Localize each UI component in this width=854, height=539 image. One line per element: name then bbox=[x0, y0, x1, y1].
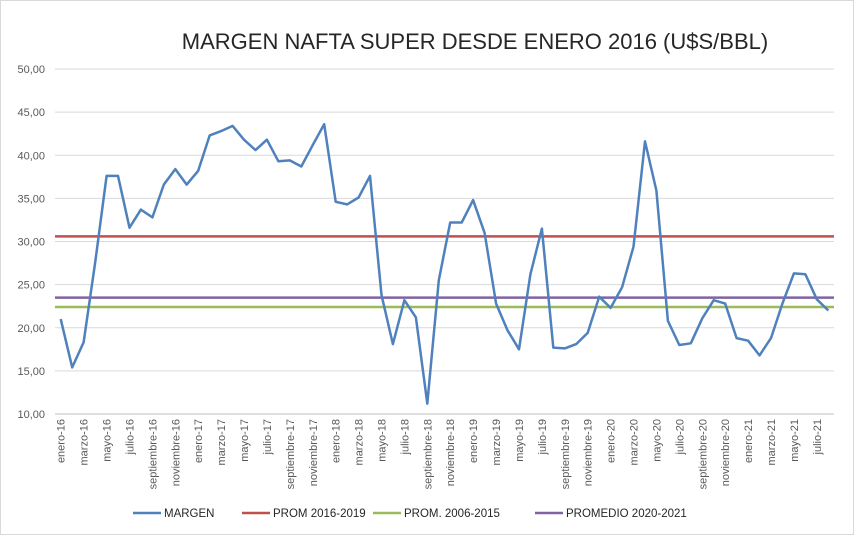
x-tick-label: septiembre-16 bbox=[147, 419, 159, 489]
series-line-margen bbox=[59, 122, 830, 405]
x-tick-label: noviembre-18 bbox=[445, 419, 457, 486]
y-tick-label: 25,00 bbox=[17, 280, 45, 292]
x-tick-label: noviembre-17 bbox=[308, 419, 320, 486]
x-tick-label: julio-16 bbox=[124, 419, 136, 455]
y-tick-label: 40,00 bbox=[17, 150, 45, 162]
x-tick-label: julio-19 bbox=[537, 419, 549, 455]
x-tick-label: septiembre-17 bbox=[285, 419, 297, 489]
x-tick-label: marzo-20 bbox=[629, 419, 641, 465]
x-tick-label: marzo-17 bbox=[216, 419, 228, 465]
x-tick-label: noviembre-19 bbox=[583, 419, 595, 486]
x-tick-label: julio-20 bbox=[674, 419, 686, 455]
y-tick-label: 50,00 bbox=[17, 64, 45, 76]
x-tick-label: enero-17 bbox=[193, 419, 205, 463]
x-tick-label: julio-18 bbox=[399, 419, 411, 455]
x-tick-label: septiembre-19 bbox=[560, 419, 572, 489]
y-tick-label: 15,00 bbox=[17, 366, 45, 378]
y-axis: 10,00 15,00 20,00 25,00 30,00 35,00 40,00 45,00… bbox=[17, 64, 45, 421]
x-tick-label: marzo-19 bbox=[491, 419, 503, 465]
x-tick-label: enero-18 bbox=[331, 419, 343, 463]
y-tick-label: 30,00 bbox=[17, 237, 45, 249]
x-tick-label: mayo-20 bbox=[651, 419, 663, 462]
x-tick-label: julio-21 bbox=[812, 419, 824, 455]
x-tick-label: enero-19 bbox=[468, 419, 480, 463]
x-tick-label: marzo-16 bbox=[79, 419, 91, 465]
x-tick-label: mayo-17 bbox=[239, 419, 251, 462]
y-tick-label: 20,00 bbox=[17, 323, 45, 335]
legend-label: PROM 2016-2019 bbox=[273, 508, 366, 520]
x-tick-label: enero-16 bbox=[56, 419, 68, 463]
x-tick-label: enero-20 bbox=[606, 419, 618, 463]
legend: MARGEN PROM 2016-2019 PROM. 2006-2015 PROME… bbox=[133, 508, 687, 520]
legend-label: PROM. 2006-2015 bbox=[404, 508, 500, 520]
y-tick-label: 45,00 bbox=[17, 107, 45, 119]
x-tick-label: enero-21 bbox=[743, 419, 755, 463]
gridlines bbox=[55, 68, 834, 415]
x-tick-label: mayo-19 bbox=[514, 419, 526, 462]
y-tick-label: 35,00 bbox=[17, 193, 45, 205]
x-tick-label: mayo-16 bbox=[102, 419, 114, 462]
x-tick-label: julio-17 bbox=[262, 419, 274, 455]
chart-title: MARGEN NAFTA SUPER DESDE ENERO 2016 (U$S… bbox=[182, 29, 768, 54]
x-tick-label: mayo-18 bbox=[376, 419, 388, 462]
x-tick-label: septiembre-20 bbox=[697, 419, 709, 489]
legend-label: PROMEDIO 2020-2021 bbox=[566, 508, 687, 520]
x-axis: enero-16 marzo-16 mayo-16 julio-16 septiembr… bbox=[55, 413, 834, 489]
x-tick-label: marzo-21 bbox=[766, 419, 778, 465]
legend-label: MARGEN bbox=[164, 508, 214, 520]
x-tick-label: septiembre-18 bbox=[422, 419, 434, 489]
x-tick-label: noviembre-16 bbox=[170, 419, 182, 486]
x-tick-label: noviembre-20 bbox=[720, 419, 732, 486]
x-tick-label: marzo-18 bbox=[354, 419, 366, 465]
y-tick-label: 10,00 bbox=[17, 409, 45, 421]
series-group bbox=[55, 122, 834, 405]
x-tick-label: mayo-21 bbox=[789, 419, 801, 462]
